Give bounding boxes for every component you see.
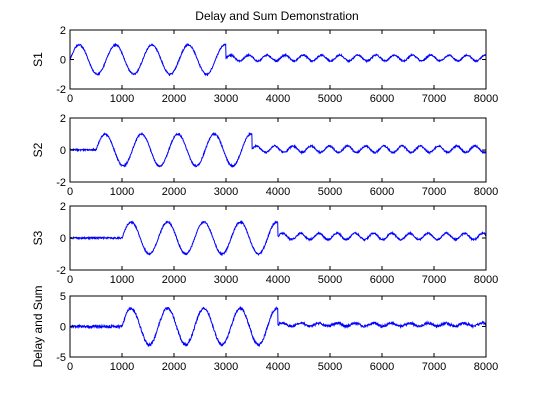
x-tick-label: 0 (67, 186, 73, 198)
y-tick-label: 0 (60, 233, 66, 245)
x-tick-label: 1000 (110, 274, 134, 286)
subplot-stack: 0 1000 2000 3000 4000 5000 6000 7000 8000-202S10… (31, 25, 498, 373)
figure-title: Delay and Sum Demonstration (195, 9, 358, 23)
y-axis-label: S1 (31, 52, 45, 67)
x-tick-label: 0 (67, 361, 73, 373)
y-axis-label: S3 (31, 230, 45, 245)
x-tick-label: 6000 (370, 274, 394, 286)
x-tick-label: 3000 (214, 93, 238, 105)
x-tick-label: 2000 (162, 93, 186, 105)
series-line (70, 305, 486, 348)
x-tick-label: 7000 (422, 361, 446, 373)
x-tick-label: 2000 (162, 186, 186, 198)
x-tick-label: 5000 (318, 186, 342, 198)
y-tick-label: 0 (60, 55, 66, 67)
x-tick-label: 1000 (110, 186, 134, 198)
y-tick-label: 2 (60, 201, 66, 213)
x-tick-label: 6000 (370, 186, 394, 198)
x-tick-label: 2000 (162, 274, 186, 286)
y-tick-label: 0 (60, 322, 66, 334)
subplot-4: 0 1000 2000 3000 4000 5000 6000 7000 8000-505Del… (31, 285, 498, 373)
y-tick-label: -2 (56, 84, 66, 96)
x-tick-label: 8000 (474, 274, 498, 286)
x-tick-label: 7000 (422, 93, 446, 105)
y-tick-label: 2 (60, 113, 66, 125)
series-line (70, 219, 486, 257)
x-tick-label: 8000 (474, 93, 498, 105)
x-tick-label: 4000 (266, 361, 290, 373)
y-tick-label: -2 (56, 265, 66, 277)
y-tick-label: 0 (60, 145, 66, 157)
y-axis-label: Delay and Sum (31, 285, 45, 367)
x-tick-label: 4000 (266, 274, 290, 286)
x-tick-label: 8000 (474, 361, 498, 373)
x-tick-label: 0 (67, 274, 73, 286)
x-tick-label: 5000 (318, 361, 342, 373)
x-tick-label: 3000 (214, 361, 238, 373)
y-tick-label: -5 (56, 352, 66, 364)
x-tick-label: 6000 (370, 361, 394, 373)
x-tick-label: 8000 (474, 186, 498, 198)
x-tick-label: 2000 (162, 361, 186, 373)
x-tick-label: 3000 (214, 274, 238, 286)
y-tick-label: 5 (60, 291, 66, 303)
x-tick-label: 5000 (318, 93, 342, 105)
x-tick-label: 3000 (214, 186, 238, 198)
x-tick-label: 4000 (266, 93, 290, 105)
y-axis-label: S2 (31, 142, 45, 157)
axes-frame (69, 295, 487, 358)
x-tick-label: 5000 (318, 274, 342, 286)
axes-frame (69, 205, 487, 271)
y-tick-label: 2 (60, 25, 66, 37)
x-tick-label: 6000 (370, 93, 394, 105)
x-tick-label: 4000 (266, 186, 290, 198)
y-tick-label: -2 (56, 177, 66, 189)
x-tick-label: 0 (67, 93, 73, 105)
x-tick-label: 1000 (110, 93, 134, 105)
x-tick-label: 7000 (422, 274, 446, 286)
series-line (70, 42, 486, 77)
x-tick-label: 7000 (422, 186, 446, 198)
series-line (70, 131, 486, 168)
x-tick-label: 1000 (110, 361, 134, 373)
